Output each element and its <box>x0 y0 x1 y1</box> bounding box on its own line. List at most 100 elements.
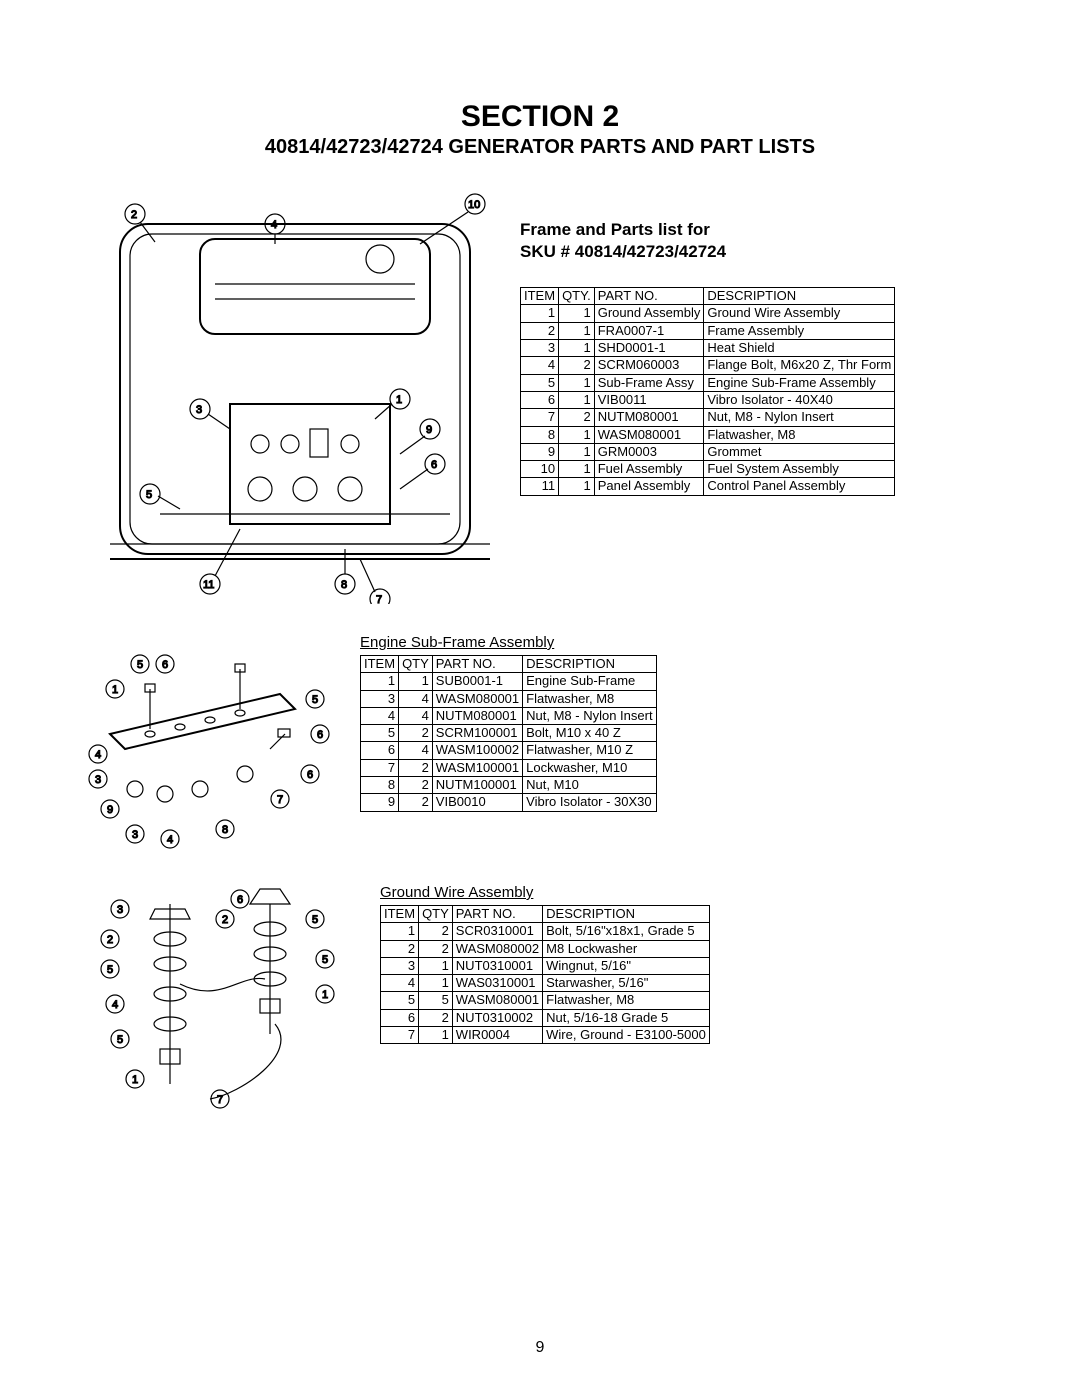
groundwire-diagram: 3 2 5 4 5 1 7 6 2 5 5 1 <box>80 884 360 1114</box>
cell-item: 4 <box>521 357 559 374</box>
svg-text:3: 3 <box>95 774 101 786</box>
cell-partno: WAS0310001 <box>452 975 542 992</box>
cell-desc: Grommet <box>704 443 895 460</box>
cell-qty: 2 <box>559 409 595 426</box>
svg-text:7: 7 <box>376 594 382 604</box>
svg-text:7: 7 <box>277 794 283 806</box>
table-row: 72WASM100001Lockwasher, M10 <box>361 759 657 776</box>
page-number: 9 <box>0 1339 1080 1357</box>
cell-item: 9 <box>361 794 399 811</box>
cell-partno: Sub-Frame Assy <box>594 374 704 391</box>
table-row: 52SCRM100001Bolt, M10 x 40 Z <box>361 725 657 742</box>
cell-partno: SCRM060003 <box>594 357 704 374</box>
cell-desc: Bolt, 5/16"x18x1, Grade 5 <box>543 923 710 940</box>
svg-text:3: 3 <box>132 829 138 841</box>
svg-text:1: 1 <box>112 684 118 696</box>
cell-item: 11 <box>521 478 559 495</box>
col-qty: QTY <box>419 906 453 923</box>
col-item: ITEM <box>521 288 559 305</box>
table-row: 34WASM080001Flatwasher, M8 <box>361 690 657 707</box>
cell-item: 1 <box>521 305 559 322</box>
table-row: 71WIR0004Wire, Ground - E3100-5000 <box>381 1027 710 1044</box>
cell-desc: Ground Wire Assembly <box>704 305 895 322</box>
cell-desc: M8 Lockwasher <box>543 940 710 957</box>
table-row: 51Sub-Frame AssyEngine Sub-Frame Assembl… <box>521 374 895 391</box>
cell-partno: WASM080001 <box>452 992 542 1009</box>
cell-partno: WASM080002 <box>452 940 542 957</box>
cell-item: 1 <box>361 673 399 690</box>
cell-desc: Engine Sub-Frame Assembly <box>704 374 895 391</box>
table-row: 11SUB0001-1Engine Sub-Frame <box>361 673 657 690</box>
svg-text:2: 2 <box>131 209 137 221</box>
svg-text:2: 2 <box>107 934 113 946</box>
cell-partno: NUTM100001 <box>432 777 522 794</box>
cell-qty: 2 <box>419 923 453 940</box>
frame-parts-heading: Frame and Parts list for SKU # 40814/427… <box>520 219 1000 263</box>
table-row: 31NUT0310001Wingnut, 5/16" <box>381 957 710 974</box>
cell-desc: Frame Assembly <box>704 322 895 339</box>
svg-text:6: 6 <box>307 769 313 781</box>
cell-partno: WIR0004 <box>452 1027 542 1044</box>
cell-qty: 1 <box>419 1027 453 1044</box>
cell-qty: 2 <box>419 940 453 957</box>
cell-item: 4 <box>381 975 419 992</box>
cell-item: 6 <box>361 742 399 759</box>
cell-desc: Fuel System Assembly <box>704 461 895 478</box>
cell-partno: Ground Assembly <box>594 305 704 322</box>
svg-text:2: 2 <box>222 914 228 926</box>
cell-qty: 2 <box>559 357 595 374</box>
cell-partno: SUB0001-1 <box>432 673 522 690</box>
cell-desc: Flatwasher, M8 <box>704 426 895 443</box>
cell-item: 9 <box>521 443 559 460</box>
groundwire-parts-table: ITEM QTY PART NO. DESCRIPTION 12SCR03100… <box>380 905 710 1044</box>
svg-text:4: 4 <box>95 749 101 761</box>
svg-text:5: 5 <box>312 694 318 706</box>
cell-partno: Panel Assembly <box>594 478 704 495</box>
col-item: ITEM <box>361 656 399 673</box>
col-qty: QTY <box>399 656 433 673</box>
cell-desc: Flatwasher, M8 <box>543 992 710 1009</box>
cell-desc: Vibro Isolator - 30X30 <box>523 794 656 811</box>
cell-desc: Nut, M10 <box>523 777 656 794</box>
svg-text:5: 5 <box>322 954 328 966</box>
cell-qty: 1 <box>559 426 595 443</box>
cell-desc: Engine Sub-Frame <box>523 673 656 690</box>
table-row: 55WASM080001Flatwasher, M8 <box>381 992 710 1009</box>
col-partno: PART NO. <box>594 288 704 305</box>
svg-text:9: 9 <box>107 804 113 816</box>
cell-desc: Control Panel Assembly <box>704 478 895 495</box>
subframe-diagram: 1 5 6 4 3 9 3 4 8 7 6 6 5 <box>80 634 340 854</box>
cell-desc: Vibro Isolator - 40X40 <box>704 391 895 408</box>
cell-item: 3 <box>521 340 559 357</box>
cell-item: 3 <box>361 690 399 707</box>
cell-item: 8 <box>361 777 399 794</box>
cell-desc: Nut, M8 - Nylon Insert <box>704 409 895 426</box>
cell-item: 10 <box>521 461 559 478</box>
table-row: 72NUTM080001Nut, M8 - Nylon Insert <box>521 409 895 426</box>
cell-qty: 4 <box>399 742 433 759</box>
svg-text:1: 1 <box>396 394 402 406</box>
cell-qty: 1 <box>559 443 595 460</box>
cell-desc: Lockwasher, M10 <box>523 759 656 776</box>
cell-qty: 1 <box>559 340 595 357</box>
svg-text:11: 11 <box>203 579 214 591</box>
svg-text:5: 5 <box>146 489 152 501</box>
col-item: ITEM <box>381 906 419 923</box>
table-row: 81WASM080001Flatwasher, M8 <box>521 426 895 443</box>
table-row: 64WASM100002Flatwasher, M10 Z <box>361 742 657 759</box>
svg-text:1: 1 <box>322 989 328 1001</box>
cell-partno: NUTM080001 <box>432 707 522 724</box>
cell-partno: WASM100002 <box>432 742 522 759</box>
cell-partno: GRM0003 <box>594 443 704 460</box>
cell-desc: Nut, 5/16-18 Grade 5 <box>543 1009 710 1026</box>
cell-partno: WASM100001 <box>432 759 522 776</box>
cell-item: 2 <box>521 322 559 339</box>
cell-partno: NUTM080001 <box>594 409 704 426</box>
cell-partno: Fuel Assembly <box>594 461 704 478</box>
table-row: 42SCRM060003Flange Bolt, M6x20 Z, Thr Fo… <box>521 357 895 374</box>
table-row: 12SCR0310001Bolt, 5/16"x18x1, Grade 5 <box>381 923 710 940</box>
cell-partno: NUT0310002 <box>452 1009 542 1026</box>
cell-item: 8 <box>521 426 559 443</box>
cell-item: 5 <box>521 374 559 391</box>
cell-item: 7 <box>361 759 399 776</box>
